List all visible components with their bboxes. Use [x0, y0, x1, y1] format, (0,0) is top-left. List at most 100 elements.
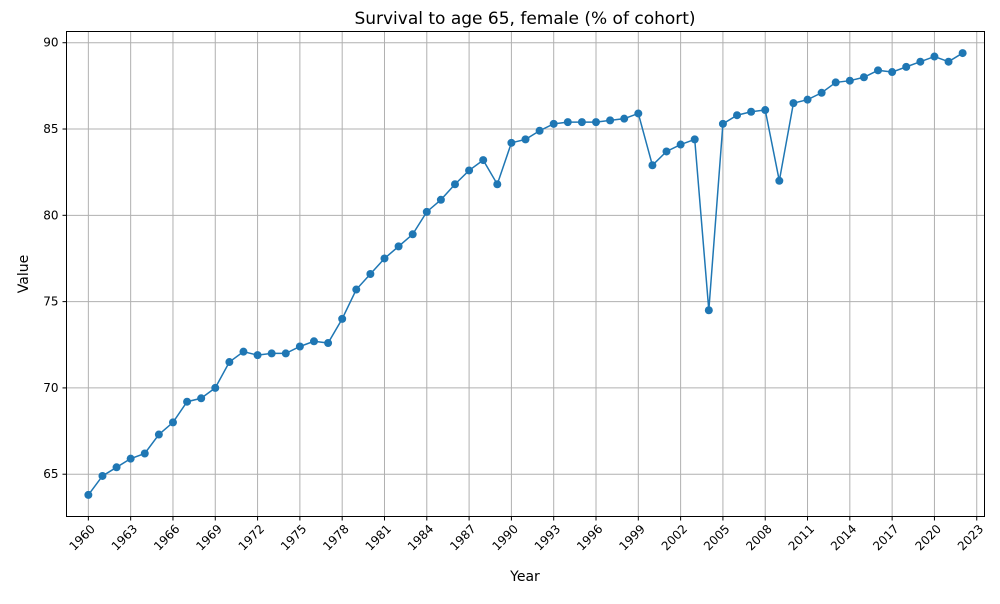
- data-point: [324, 339, 333, 348]
- x-tick-label: 1972: [236, 522, 267, 553]
- data-series: [84, 49, 967, 499]
- data-point: [761, 106, 770, 115]
- data-point: [309, 337, 318, 346]
- data-point: [436, 195, 445, 204]
- x-tick-label: 1999: [616, 522, 647, 553]
- data-point: [479, 156, 488, 165]
- data-point: [211, 383, 220, 392]
- y-axis: 65 70 75 80 85 90: [43, 36, 67, 481]
- data-point: [733, 111, 742, 120]
- x-tick-label: 1990: [489, 522, 520, 553]
- data-point: [916, 57, 925, 66]
- data-point: [507, 138, 516, 147]
- data-point: [944, 57, 953, 66]
- x-tick-label: 2002: [659, 522, 690, 553]
- data-point: [394, 242, 403, 251]
- data-point: [225, 358, 234, 367]
- data-point: [817, 88, 826, 97]
- data-point: [606, 116, 615, 125]
- data-point: [563, 118, 572, 127]
- data-point: [352, 285, 361, 294]
- data-point: [859, 73, 868, 82]
- data-point: [535, 126, 544, 135]
- data-point: [718, 119, 727, 128]
- data-point: [267, 349, 276, 358]
- y-tick-label: 90: [43, 36, 58, 50]
- data-point: [958, 49, 967, 58]
- data-point: [168, 418, 177, 427]
- series-line: [87, 52, 964, 496]
- chart-title: Survival to age 65, female (% of cohort): [354, 9, 695, 29]
- data-point: [84, 490, 93, 499]
- data-point: [98, 471, 107, 480]
- x-tick-label: 1981: [363, 522, 394, 553]
- y-axis-title: Value: [16, 255, 32, 293]
- x-tick-label: 1987: [447, 522, 478, 553]
- x-tick-label: 1993: [532, 522, 563, 553]
- data-point: [422, 207, 431, 216]
- data-point: [521, 135, 530, 144]
- x-tick-label: 1969: [193, 522, 224, 553]
- x-tick-label: 1960: [66, 522, 97, 553]
- x-tick-label: 1975: [278, 522, 309, 553]
- data-point: [239, 347, 248, 356]
- data-point: [592, 118, 601, 127]
- y-tick-label: 75: [43, 295, 58, 309]
- data-point: [140, 449, 149, 458]
- x-tick-label: 1996: [574, 522, 605, 553]
- data-point: [620, 114, 629, 123]
- x-tick-label: 1978: [320, 522, 351, 553]
- data-point: [493, 180, 502, 189]
- x-tick-label: 1984: [405, 522, 436, 553]
- data-point: [338, 314, 347, 323]
- data-point: [295, 342, 304, 351]
- data-point: [676, 140, 685, 149]
- x-tick-label: 2020: [913, 522, 944, 553]
- y-tick-label: 80: [43, 208, 58, 222]
- x-tick-label: 2011: [786, 522, 817, 553]
- x-tick-label: 2005: [701, 522, 732, 553]
- data-point: [845, 76, 854, 85]
- data-point: [126, 454, 135, 463]
- data-point: [183, 397, 192, 406]
- data-point: [775, 176, 784, 185]
- data-point: [253, 351, 262, 360]
- y-tick-label: 65: [43, 467, 58, 481]
- y-tick-label: 70: [43, 381, 58, 395]
- data-point: [366, 270, 375, 278]
- data-point: [634, 109, 643, 118]
- data-point: [874, 66, 883, 75]
- grid: [66, 31, 985, 517]
- data-point: [549, 119, 558, 128]
- data-point: [662, 147, 671, 156]
- x-axis: 1960 1963 1966 1969 1972 1975 1978 1981 1984 1987…: [66, 516, 986, 553]
- data-point: [577, 118, 586, 127]
- data-point: [930, 52, 939, 61]
- x-axis-title: Year: [509, 569, 540, 585]
- data-point: [112, 463, 121, 472]
- data-point: [690, 135, 699, 144]
- x-tick-label: 2008: [743, 522, 774, 553]
- data-point: [281, 349, 290, 358]
- x-tick-label: 1963: [109, 522, 140, 553]
- data-point: [902, 62, 911, 71]
- plot-frame: [66, 31, 985, 517]
- data-point: [380, 254, 389, 263]
- data-point: [408, 230, 417, 239]
- data-point: [831, 78, 840, 87]
- y-tick-label: 85: [43, 122, 58, 136]
- data-point: [789, 99, 798, 108]
- data-point: [803, 95, 812, 104]
- data-point: [747, 107, 756, 116]
- data-point: [888, 68, 897, 77]
- data-point: [704, 306, 713, 315]
- x-tick-label: 2017: [870, 522, 901, 553]
- x-tick-label: 2014: [828, 522, 859, 553]
- data-point: [197, 394, 206, 403]
- data-point: [154, 430, 163, 439]
- data-point: [465, 166, 474, 175]
- data-point: [648, 161, 657, 170]
- x-tick-label: 2023: [955, 522, 986, 553]
